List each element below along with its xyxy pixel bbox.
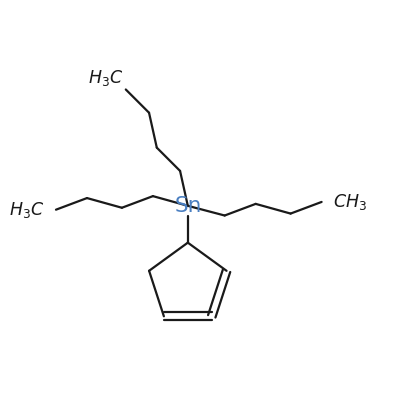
Text: Sn: Sn: [174, 196, 202, 216]
Text: $H_3C$: $H_3C$: [88, 68, 124, 88]
Text: $CH_3$: $CH_3$: [333, 192, 367, 212]
Text: $H_3C$: $H_3C$: [9, 200, 44, 220]
